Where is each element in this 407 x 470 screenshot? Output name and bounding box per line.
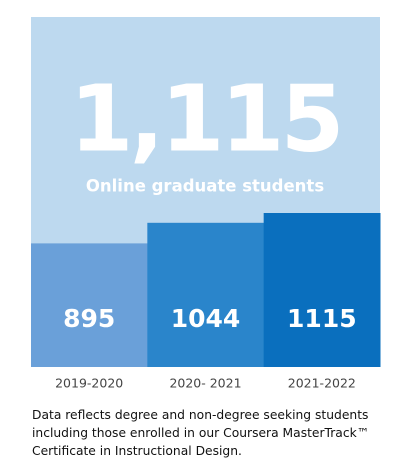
headline-number: 1,115 bbox=[69, 65, 340, 172]
chart: 1,115 Online graduate students 895 2019-2… bbox=[31, 17, 381, 391]
category-label: 2020- 2021 bbox=[169, 376, 241, 391]
value-label: 1044 bbox=[171, 304, 241, 333]
value-label: 895 bbox=[63, 304, 115, 333]
category-label: 2021-2022 bbox=[288, 376, 356, 391]
footnote: Data reflects degree and non-degree seek… bbox=[32, 408, 370, 458]
bar bbox=[31, 243, 148, 367]
category-label: 2019-2020 bbox=[55, 376, 123, 391]
value-label: 1115 bbox=[287, 304, 357, 333]
bar bbox=[263, 213, 381, 367]
bar bbox=[147, 222, 265, 367]
subtitle: Online graduate students bbox=[86, 177, 324, 196]
